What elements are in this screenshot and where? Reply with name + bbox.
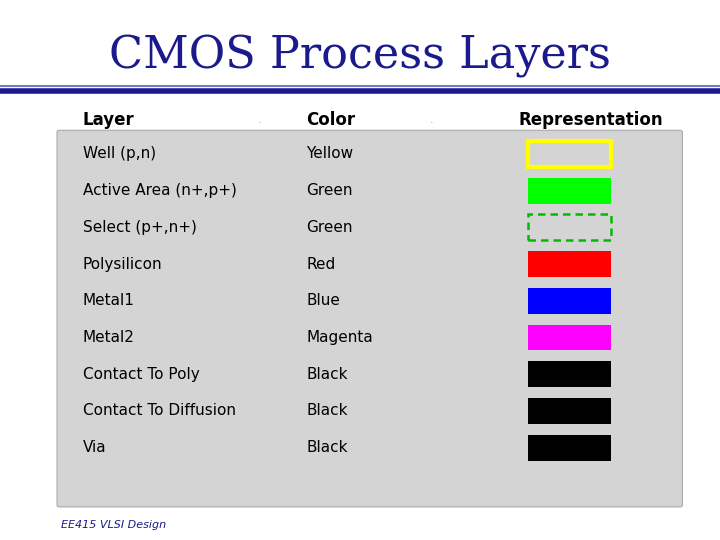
Text: Metal2: Metal2 [83, 330, 135, 345]
Text: .: . [430, 115, 434, 125]
Text: Contact To Diffusion: Contact To Diffusion [83, 403, 236, 418]
Bar [528, 435, 611, 461]
Text: Yellow: Yellow [306, 146, 353, 161]
Text: Magenta: Magenta [306, 330, 373, 345]
Text: Well (p,n): Well (p,n) [83, 146, 156, 161]
Text: Via: Via [83, 440, 107, 455]
Text: Blue: Blue [306, 293, 340, 308]
Text: Red: Red [306, 256, 336, 272]
Bar [528, 214, 611, 240]
Text: Metal1: Metal1 [83, 293, 135, 308]
Bar [528, 288, 611, 314]
Text: Green: Green [306, 183, 353, 198]
Text: CMOS Process Layers: CMOS Process Layers [109, 35, 611, 78]
Text: Contact To Poly: Contact To Poly [83, 367, 199, 382]
Text: Black: Black [306, 440, 348, 455]
Bar [528, 361, 611, 387]
Text: Polysilicon: Polysilicon [83, 256, 163, 272]
Bar [528, 251, 611, 277]
Bar [528, 141, 611, 167]
Text: Active Area (n+,p+): Active Area (n+,p+) [83, 183, 237, 198]
Text: Black: Black [306, 367, 348, 382]
Text: .: . [257, 115, 261, 125]
Text: Layer: Layer [83, 111, 135, 129]
Text: Black: Black [306, 403, 348, 418]
Text: Green: Green [306, 220, 353, 235]
Text: EE415 VLSI Design: EE415 VLSI Design [61, 520, 166, 530]
Text: Representation: Representation [518, 111, 663, 129]
FancyBboxPatch shape [57, 130, 683, 507]
Bar [528, 325, 611, 350]
Text: Color: Color [306, 111, 355, 129]
Bar [528, 178, 611, 204]
Text: Select (p+,n+): Select (p+,n+) [83, 220, 197, 235]
Bar [528, 398, 611, 424]
